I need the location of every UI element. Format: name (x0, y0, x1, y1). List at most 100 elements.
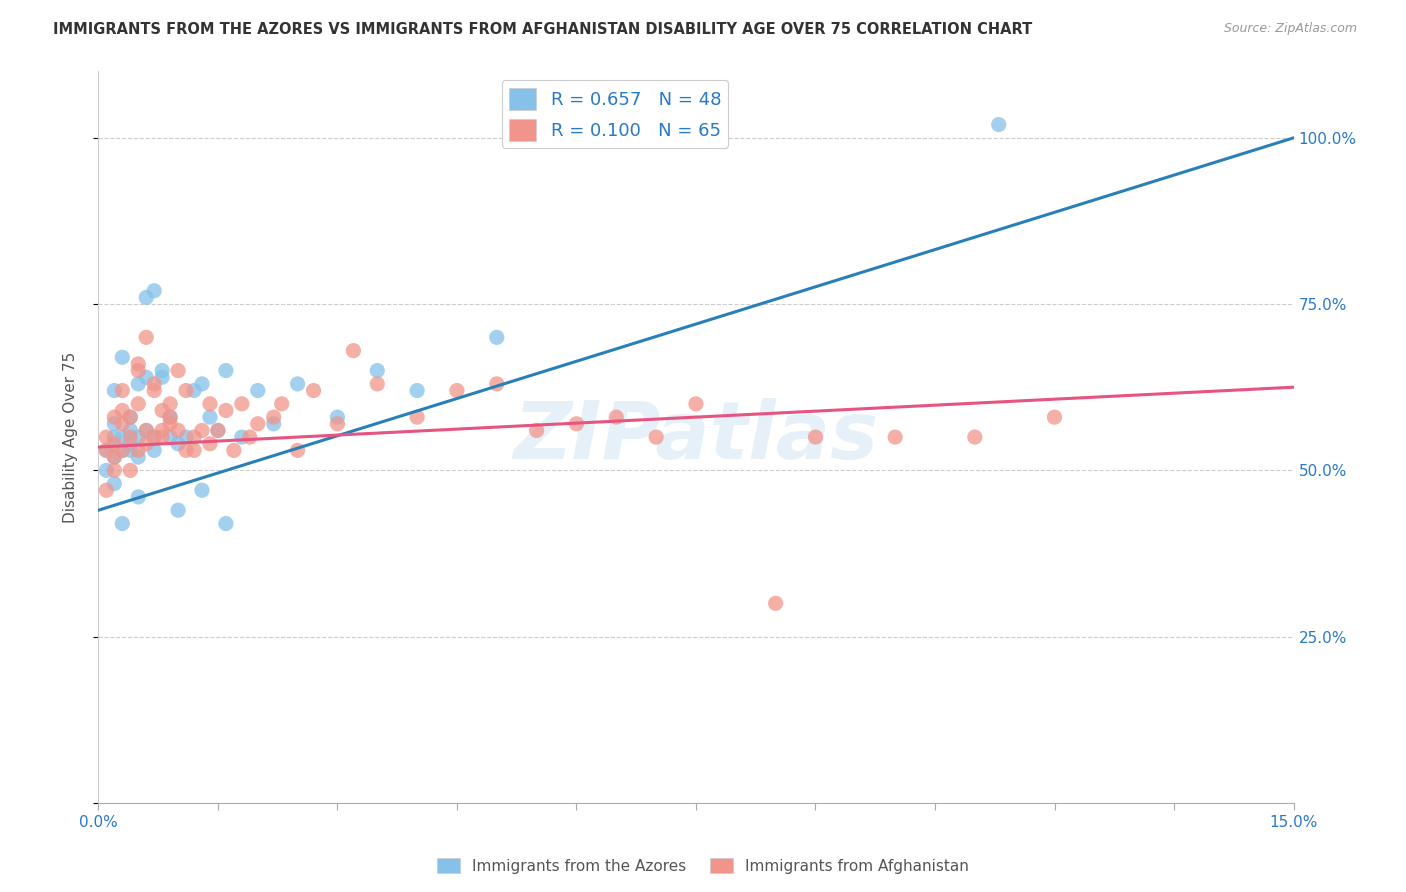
Point (231, 430, 253, 444)
Point (103, 430, 125, 444)
Point (342, 343, 364, 358)
Point (143, 443, 166, 458)
Point (150, 403, 173, 417)
Point (96, 430, 118, 444)
Point (174, 384, 197, 398)
Y-axis label: Disability Age Over 75: Disability Age Over 75 (63, 351, 77, 523)
Point (143, 430, 166, 444)
Point (263, 410, 285, 425)
Point (191, 424, 214, 438)
Point (446, 384, 468, 398)
Point (127, 376, 149, 391)
Point (143, 384, 166, 398)
Point (120, 463, 142, 477)
Text: ZIPatlas: ZIPatlas (513, 398, 879, 476)
Point (103, 384, 125, 398)
Point (685, 397, 707, 411)
Point (526, 424, 548, 438)
Point (150, 363, 173, 377)
Point (127, 357, 149, 371)
Point (198, 436, 221, 450)
Point (302, 384, 325, 398)
Point (231, 397, 253, 411)
Point (127, 430, 149, 444)
Point (645, 430, 668, 444)
Point (143, 376, 166, 391)
Point (150, 370, 173, 384)
Point (167, 424, 190, 438)
Point (127, 490, 149, 504)
Point (96, 443, 118, 458)
Point (135, 424, 157, 438)
Point (605, 410, 627, 425)
Point (111, 430, 134, 444)
Point (111, 384, 134, 398)
Point (96, 463, 118, 477)
Point (103, 410, 125, 425)
Point (174, 430, 197, 444)
Point (326, 417, 349, 431)
Point (111, 443, 134, 458)
Point (127, 450, 149, 464)
Point (167, 436, 190, 450)
Point (406, 384, 429, 398)
Point (174, 443, 197, 458)
Point (485, 330, 508, 344)
Point (135, 330, 157, 344)
Point (765, 596, 787, 610)
Point (565, 417, 588, 431)
Point (120, 430, 142, 444)
Point (183, 430, 205, 444)
Point (120, 410, 142, 425)
Point (103, 450, 125, 464)
Point (127, 363, 149, 377)
Point (159, 410, 181, 425)
Point (366, 376, 388, 391)
Point (135, 436, 157, 450)
Point (191, 376, 214, 391)
Point (884, 430, 907, 444)
Point (111, 516, 134, 531)
Point (135, 290, 157, 304)
Text: Source: ZipAtlas.com: Source: ZipAtlas.com (1223, 22, 1357, 36)
Point (207, 424, 229, 438)
Point (246, 417, 269, 431)
Point (207, 424, 229, 438)
Point (120, 410, 142, 425)
Point (96, 443, 118, 458)
Point (103, 476, 125, 491)
Point (270, 397, 292, 411)
Point (159, 410, 181, 425)
Point (143, 284, 166, 298)
Point (96, 483, 118, 498)
Point (103, 417, 125, 431)
Point (987, 118, 1010, 132)
Point (215, 363, 238, 377)
Point (111, 417, 134, 431)
Point (120, 443, 142, 458)
Point (239, 430, 262, 444)
Point (127, 397, 149, 411)
Point (111, 443, 134, 458)
Point (326, 410, 349, 425)
Point (246, 384, 269, 398)
Point (263, 417, 285, 431)
Point (111, 403, 134, 417)
Legend: Immigrants from the Azores, Immigrants from Afghanistan: Immigrants from the Azores, Immigrants f… (432, 852, 974, 880)
Point (804, 430, 827, 444)
Point (191, 483, 214, 498)
Point (103, 436, 125, 450)
Point (215, 516, 238, 531)
Point (111, 351, 134, 365)
Point (198, 410, 221, 425)
Point (159, 397, 181, 411)
Point (287, 376, 309, 391)
Point (222, 443, 245, 458)
Point (167, 503, 190, 517)
Point (366, 363, 388, 377)
Point (103, 463, 125, 477)
Point (143, 430, 166, 444)
Point (183, 384, 205, 398)
Point (159, 430, 181, 444)
Point (120, 424, 142, 438)
